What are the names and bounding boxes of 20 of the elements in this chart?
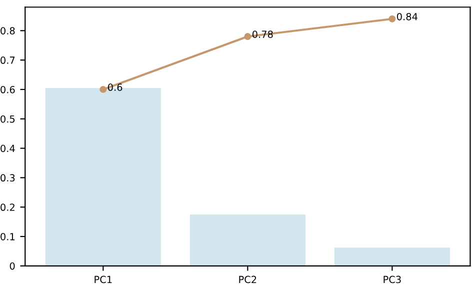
point [388, 15, 396, 22]
point [244, 33, 252, 40]
x-tick-label: PC1 [94, 276, 112, 284]
data-label: 0.84 [396, 12, 418, 20]
y-tick-label: 0.2 [0, 204, 14, 211]
data-label: 0.6 [108, 84, 122, 91]
x-tick-label: PC2 [239, 276, 256, 284]
bar [190, 214, 306, 266]
y-tick-label: 0.3 [0, 174, 15, 182]
y-tick-label: 0.5 [0, 115, 15, 123]
y-tick-label: 0.1 [0, 232, 14, 240]
y-tick-label: 0.7 [0, 56, 15, 64]
y-tick-label: 0.8 [0, 27, 15, 34]
y-tick-label: 0 [10, 262, 15, 270]
point [100, 86, 107, 93]
y-tick-label: 0.4 [0, 144, 15, 152]
y-tick-label: 0.6 [0, 86, 15, 94]
x-tick-label: PC3 [384, 276, 401, 284]
data-label: 0.78 [252, 30, 273, 38]
bar [334, 248, 450, 266]
